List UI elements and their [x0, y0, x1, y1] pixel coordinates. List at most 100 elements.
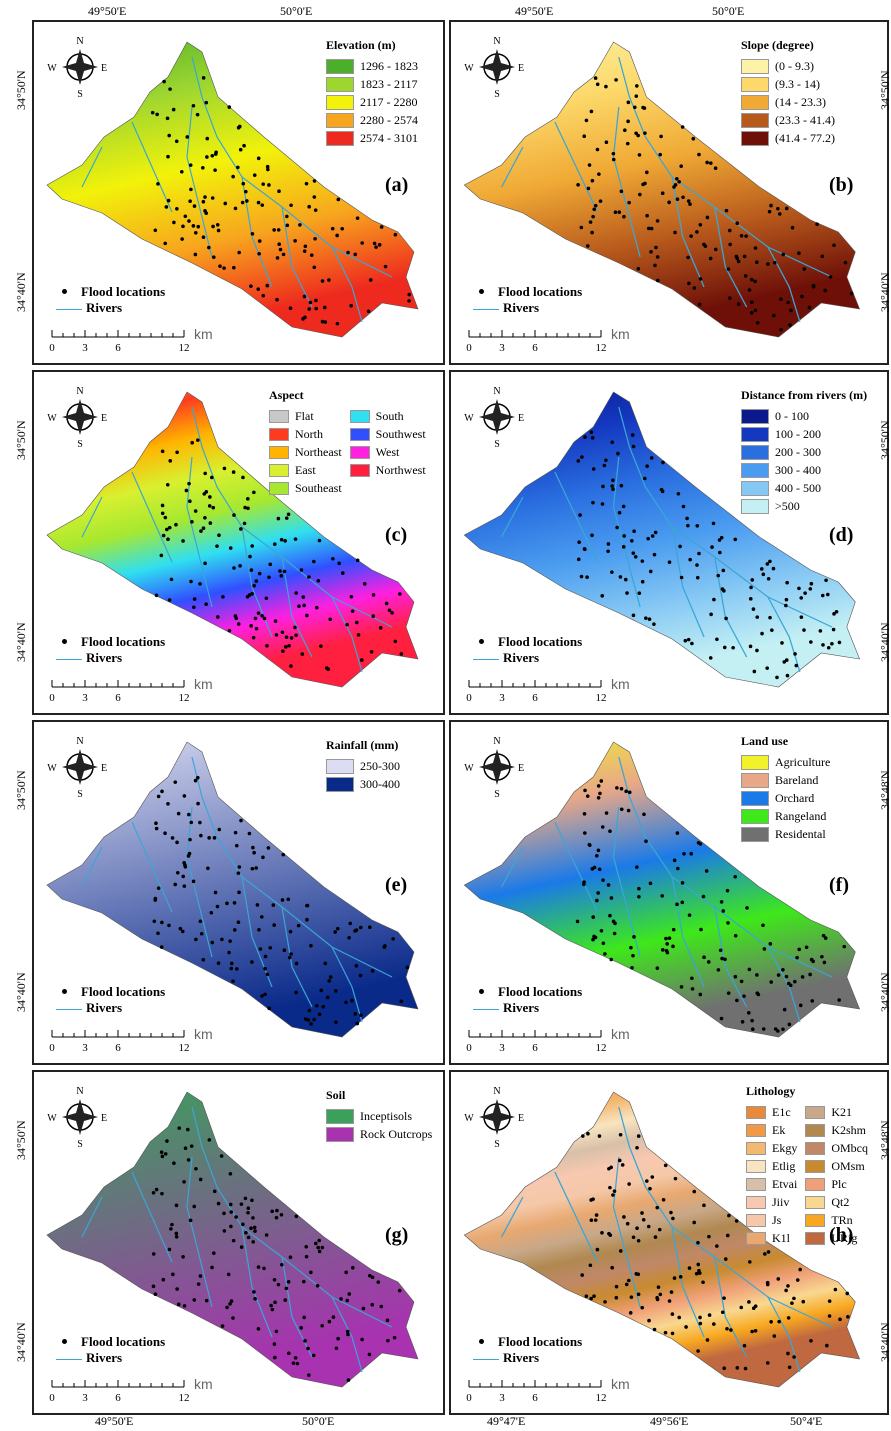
flood-point	[182, 794, 187, 798]
flood-point	[635, 1145, 639, 1150]
compass-label: W	[47, 763, 57, 774]
flood-point	[300, 652, 305, 656]
flood-point	[181, 539, 185, 543]
flood-point	[582, 831, 587, 835]
flood-point	[722, 1296, 726, 1300]
flood-point	[368, 925, 372, 929]
flood-point	[837, 640, 842, 645]
flood-point	[307, 307, 312, 311]
map-panel: N S E W 0 3 6 12 km Flood locations Rivers Soil Ince…	[32, 1070, 445, 1415]
flood-point	[263, 992, 267, 997]
scale-unit: km	[194, 326, 213, 342]
flood-point	[229, 1210, 234, 1214]
flood-point	[334, 1020, 338, 1024]
flood-point	[253, 1229, 257, 1233]
flood-point	[295, 1361, 300, 1366]
legend-swatch	[746, 1232, 766, 1245]
flood-point	[715, 1244, 719, 1248]
flood-point	[591, 937, 595, 942]
compass-star	[479, 399, 515, 435]
flood-point	[313, 208, 318, 212]
flood-point	[192, 1298, 197, 1302]
flood-point	[669, 1290, 674, 1294]
legend-label: Ek	[772, 1123, 786, 1137]
flood-point	[272, 1342, 277, 1346]
flood-point	[785, 580, 789, 585]
flood-point	[195, 775, 200, 780]
flood-point	[831, 627, 836, 632]
flood-point	[765, 666, 769, 670]
flood-point	[713, 166, 718, 171]
flood-point	[284, 635, 289, 640]
river-symbol	[56, 308, 82, 310]
flood-point	[188, 163, 193, 167]
legend-swatch	[746, 1160, 766, 1173]
flood-point	[306, 1346, 310, 1351]
flood-point	[379, 225, 384, 229]
study-area	[463, 391, 861, 688]
flood-point	[793, 979, 797, 984]
flood-point	[584, 118, 589, 123]
scale-tick-label: 0	[466, 342, 472, 354]
flood-point	[252, 173, 257, 177]
flood-point	[720, 587, 725, 591]
flood-point	[755, 320, 760, 325]
flood-point	[225, 901, 229, 906]
flood-point	[204, 100, 209, 105]
flood-point	[176, 811, 181, 816]
legend-swatch	[326, 1127, 354, 1142]
flood-point	[761, 572, 766, 577]
flood-point	[320, 1245, 325, 1250]
legend-item: K21	[805, 1105, 868, 1120]
compass-label: W	[464, 63, 474, 74]
legend-title: Elevation (m)	[326, 38, 396, 52]
flood-point	[240, 200, 245, 205]
flood-point	[772, 260, 777, 265]
flood-symbol	[62, 289, 67, 294]
flood-point	[672, 858, 677, 863]
river	[714, 906, 748, 1008]
flood-point	[696, 1262, 701, 1267]
flood-point	[252, 490, 256, 495]
legend-label: Orchard	[775, 791, 815, 805]
flood-point	[613, 210, 618, 215]
flood-point	[657, 1227, 662, 1232]
legend-title: Soil	[326, 1088, 346, 1102]
flood-point	[719, 900, 724, 904]
flood-point	[601, 484, 605, 489]
study-area	[463, 1091, 861, 1388]
flood-point	[152, 919, 157, 924]
flood-point	[201, 235, 206, 239]
flood-point	[718, 948, 723, 953]
flood-point	[637, 894, 641, 899]
flood-point	[749, 310, 754, 315]
flood-point	[233, 830, 238, 835]
flood-point	[260, 203, 265, 207]
flood-point	[265, 643, 269, 648]
flood-point	[600, 594, 605, 598]
legend-label: (41.4 - 77.2)	[775, 131, 835, 145]
flood-point	[755, 260, 759, 265]
legend-grid: Flat North Northeast East Southeast South Sout…	[269, 409, 426, 496]
flood-point	[724, 616, 728, 621]
flood-point	[627, 1182, 631, 1186]
flood-point	[634, 131, 638, 136]
river	[671, 1226, 705, 1338]
flood-point	[679, 164, 683, 168]
legend-row: Rivers	[56, 1350, 165, 1366]
flood-point	[790, 225, 795, 230]
flood-point	[670, 1331, 675, 1336]
flood-point	[191, 879, 196, 884]
flood-point	[256, 1265, 261, 1269]
flood-point	[708, 256, 713, 261]
flood-legend: Flood locations Rivers	[473, 1334, 582, 1366]
flood-point	[672, 1276, 677, 1280]
flood-point	[229, 1299, 234, 1303]
legend-item: 0 - 100	[741, 409, 867, 424]
flood-point	[664, 936, 668, 941]
flood-point	[167, 133, 171, 138]
flood-point	[787, 1022, 792, 1027]
